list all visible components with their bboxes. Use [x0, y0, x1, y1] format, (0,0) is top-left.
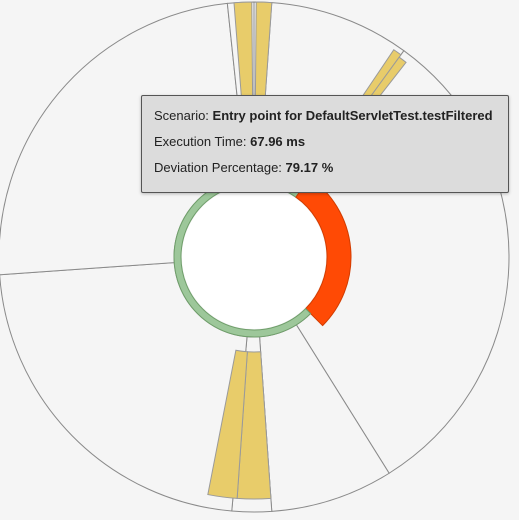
critical-segment: [295, 176, 352, 327]
deviation-label: Deviation Percentage:: [154, 160, 282, 175]
inner-ring-layer: [173, 176, 352, 338]
execution-label: Execution Time:: [154, 134, 247, 149]
deviation-value: 79.17 %: [285, 160, 334, 175]
center-hole: [182, 185, 326, 329]
tooltip-deviation-row: Deviation Percentage: 79.17 %: [154, 158, 496, 184]
execution-value: 67.96 ms: [250, 134, 306, 149]
tooltip-scenario-row: Scenario: Entry point for DefaultServlet…: [154, 106, 496, 132]
slow-bar-6: [207, 349, 248, 499]
scenario-label: Scenario:: [154, 108, 209, 123]
scenario-tooltip: Scenario: Entry point for DefaultServlet…: [141, 95, 509, 193]
tooltip-execution-row: Execution Time: 67.96 ms: [154, 132, 496, 158]
scenario-value: Entry point for DefaultServletTest.testF…: [212, 108, 493, 123]
